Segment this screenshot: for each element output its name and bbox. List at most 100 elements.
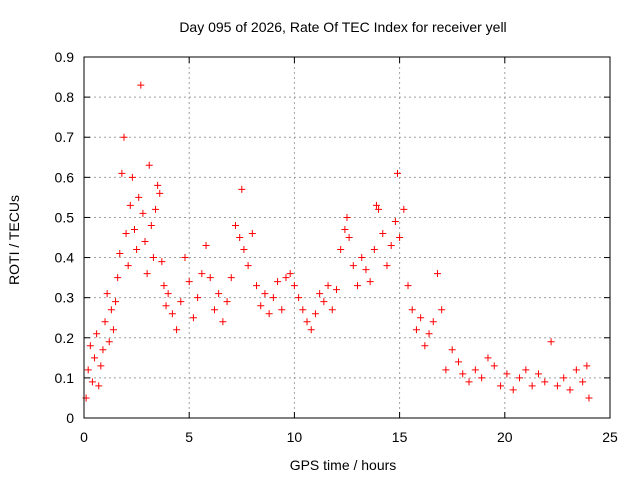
data-point — [585, 394, 593, 402]
data-point — [210, 306, 218, 314]
data-point — [412, 326, 420, 334]
plot-frame — [83, 56, 611, 419]
data-point — [421, 342, 429, 350]
data-point — [553, 382, 561, 390]
y-tick-label: 0 — [66, 410, 74, 426]
data-point — [459, 370, 467, 378]
y-tick-label: 0.5 — [55, 209, 75, 225]
data-point — [497, 382, 505, 390]
data-point — [118, 169, 126, 177]
data-point — [448, 346, 456, 354]
data-point — [484, 354, 492, 362]
y-axis-label: ROTI / TECUs — [6, 195, 22, 285]
data-point — [295, 294, 303, 302]
data-point — [455, 358, 463, 366]
data-point — [257, 302, 265, 310]
data-point — [417, 314, 425, 322]
data-point — [400, 205, 408, 213]
data-point — [185, 278, 193, 286]
data-point — [206, 274, 214, 282]
data-point — [465, 378, 473, 386]
data-point — [372, 201, 380, 209]
data-point — [528, 382, 536, 390]
data-point — [120, 133, 128, 141]
data-point — [105, 338, 113, 346]
data-point — [156, 189, 164, 197]
data-point — [349, 262, 357, 270]
data-point — [88, 378, 96, 386]
data-point — [164, 290, 172, 298]
data-point — [137, 81, 145, 89]
data-point — [332, 286, 340, 294]
data-point — [194, 294, 202, 302]
data-point — [560, 374, 568, 382]
data-point — [442, 366, 450, 374]
data-point — [566, 386, 574, 394]
data-point — [362, 266, 370, 274]
data-point — [282, 274, 290, 282]
data-point — [345, 234, 353, 241]
data-point — [490, 362, 498, 370]
x-tick-label: 20 — [497, 429, 513, 445]
data-point — [393, 169, 401, 177]
y-tick-label: 0.9 — [55, 49, 75, 65]
data-point — [198, 270, 206, 278]
data-point — [158, 258, 166, 266]
data-point — [522, 366, 530, 374]
x-tick-label: 10 — [287, 429, 303, 445]
data-point — [223, 298, 231, 306]
data-point — [130, 225, 138, 233]
axis-ticks: 0 0.1 0.2 0.3 0.4 0.5 0.6 0.7 0.8 0.9 0 5 10 15 20 25 — [55, 49, 618, 445]
data-point — [143, 270, 151, 278]
data-point — [341, 225, 349, 233]
data-point — [278, 306, 286, 314]
data-point — [189, 314, 197, 322]
data-point — [324, 282, 332, 290]
data-point — [299, 306, 307, 314]
data-point — [238, 185, 246, 193]
data-point — [95, 382, 103, 390]
data-point — [145, 161, 153, 169]
data-point — [135, 193, 143, 201]
data-point — [128, 173, 136, 181]
data-point — [383, 262, 391, 270]
x-tick-label: 5 — [185, 429, 193, 445]
data-point — [328, 306, 336, 314]
data-point — [86, 342, 94, 350]
data-point — [358, 254, 366, 262]
data-point — [375, 205, 383, 213]
data-point — [354, 282, 362, 290]
x-tick-label: 15 — [392, 429, 408, 445]
data-point — [101, 318, 109, 326]
data-point — [379, 229, 387, 237]
data-point — [471, 366, 479, 374]
data-point — [425, 330, 433, 338]
data-point — [84, 366, 92, 374]
data-point — [109, 326, 117, 334]
y-tick-label: 0.6 — [55, 169, 75, 185]
data-point — [343, 213, 351, 221]
data-point — [265, 310, 273, 318]
data-point — [370, 246, 378, 254]
data-point — [177, 298, 185, 306]
data-point — [173, 326, 181, 334]
data-point — [274, 278, 282, 286]
data-point — [337, 246, 345, 254]
data-point — [478, 374, 486, 382]
data-point — [181, 254, 189, 262]
data-point — [547, 338, 555, 346]
data-point — [122, 229, 130, 237]
x-axis-label: GPS time / hours — [290, 457, 397, 473]
y-tick-label: 0.4 — [55, 250, 75, 266]
data-point — [139, 209, 147, 217]
data-point — [107, 306, 115, 314]
data-point — [391, 217, 399, 225]
data-point — [219, 318, 227, 326]
data-point — [240, 246, 248, 254]
data-point — [126, 201, 134, 209]
data-point — [311, 310, 319, 318]
data-point — [408, 306, 416, 314]
y-tick-label: 0.2 — [55, 330, 75, 346]
data-point — [253, 282, 261, 290]
